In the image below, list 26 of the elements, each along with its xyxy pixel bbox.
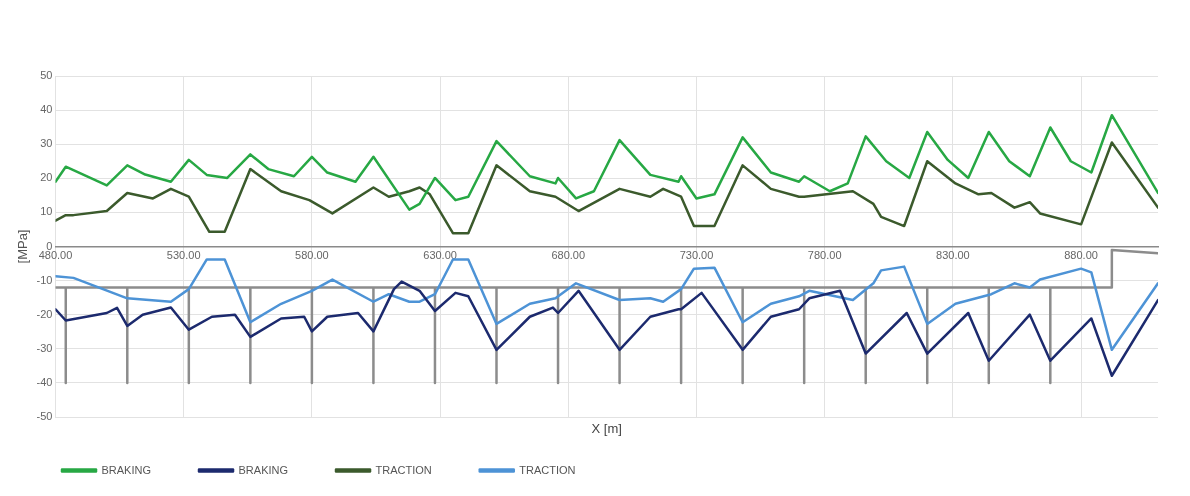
x-tick-label: 880.00 [1064,249,1098,262]
x-tick-label: 530.00 [166,249,201,262]
y-axis-title: [MPa] [15,229,31,264]
x-tick-label: 730.00 [679,249,714,262]
y-tick-label: -50 [36,410,53,423]
x-tick-label: 480.00 [38,249,73,262]
y-tick-label: 50 [40,69,53,82]
x-tick-label: 580.00 [295,249,329,262]
legend-label: BRAKING [238,463,289,476]
legend-label: TRACTION [375,463,432,476]
x-tick-label: 680.00 [551,249,586,262]
y-tick-label: -30 [36,341,53,354]
x-tick-label: 830.00 [936,249,970,262]
y-tick-label: 10 [40,205,53,218]
x-axis-title: X [m] [591,421,622,437]
legend-label: TRACTION [519,463,576,476]
y-tick-label: 40 [40,103,53,116]
x-tick-label: 780.00 [807,249,842,262]
y-tick-label: -10 [36,273,53,286]
y-tick-label: 20 [40,171,53,184]
y-tick-label: -40 [36,375,53,388]
legend-label: BRAKING [101,463,152,476]
y-tick-label: 0 [46,239,53,252]
x-tick-label: 630.00 [423,249,457,262]
y-tick-label: 30 [40,137,53,150]
y-tick-label: -20 [36,307,53,320]
